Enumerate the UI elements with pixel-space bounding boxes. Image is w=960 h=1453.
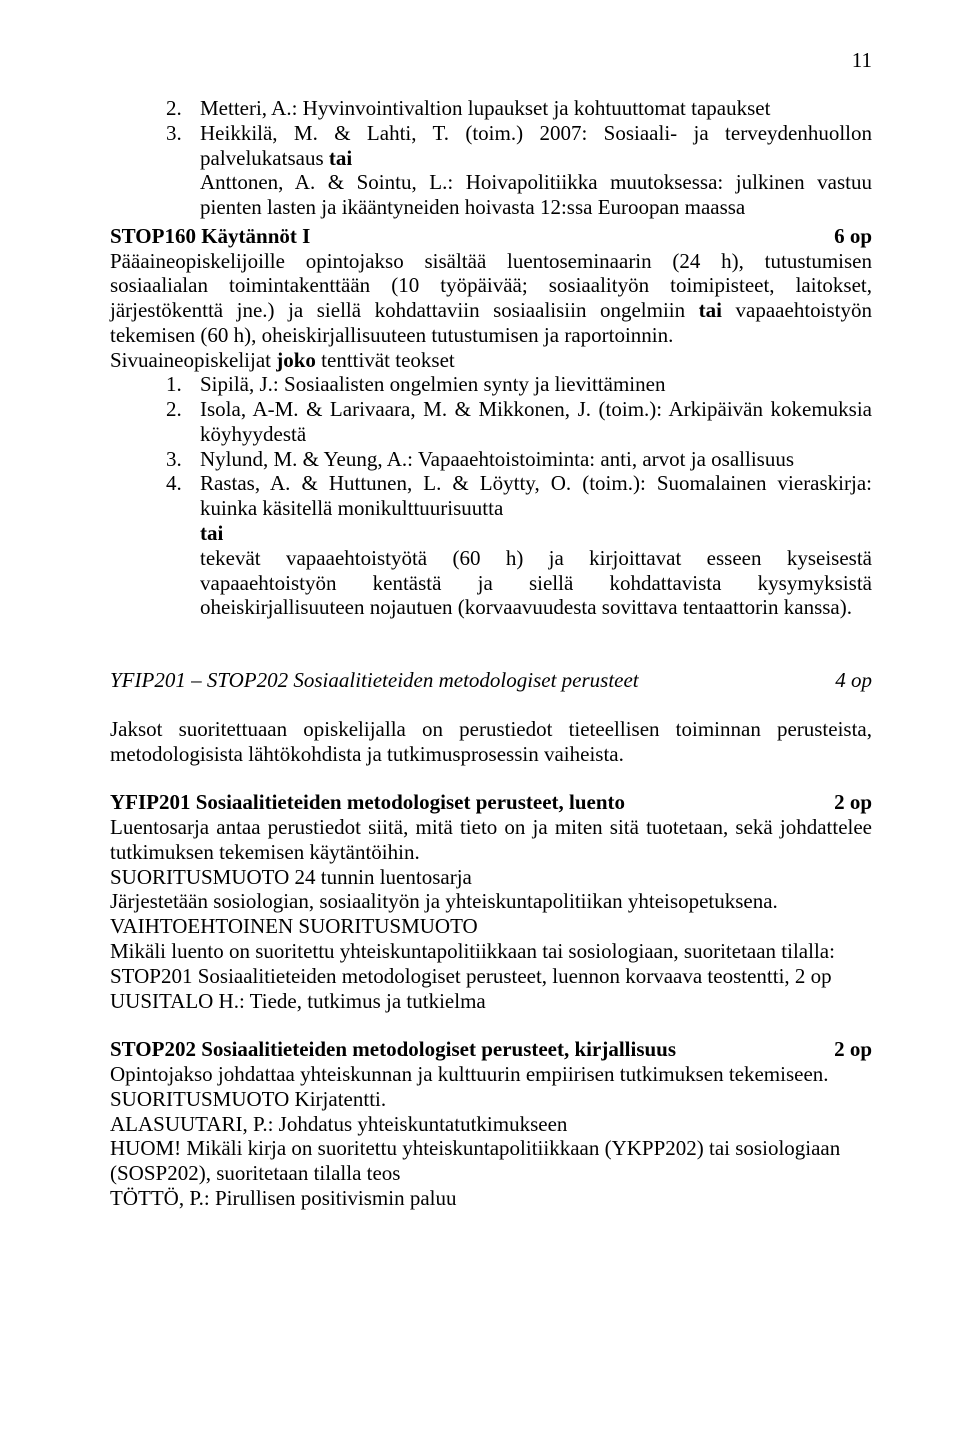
- list-number-empty: [166, 170, 200, 220]
- top-list: 2. Metteri, A.: Hyvinvointivaltion lupau…: [166, 96, 872, 220]
- stop160-heading: STOP160 Käytännöt I 6 op: [110, 224, 872, 249]
- text-line: Mikäli luento on suoritettu yhteiskuntap…: [110, 939, 872, 964]
- list-item: 3. Nylund, M. & Yeung, A.: Vapaaehtoisto…: [166, 447, 872, 472]
- text-line: Luentosarja antaa perustiedot siitä, mit…: [110, 815, 872, 865]
- heading-credits: 2 op: [814, 1037, 872, 1062]
- text-bold: joko: [276, 348, 316, 372]
- text-line: SUORITUSMUOTO Kirjatentti.: [110, 1087, 872, 1112]
- list-number: 3.: [166, 447, 200, 472]
- text-line: SUORITUSMUOTO 24 tunnin luentosarja: [110, 865, 872, 890]
- list-item: 2. Metteri, A.: Hyvinvointivaltion lupau…: [166, 96, 872, 121]
- heading-credits: 4 op: [815, 668, 872, 693]
- text-line: VAIHTOEHTOINEN SUORITUSMUOTO: [110, 914, 872, 939]
- list-text: Isola, A-M. & Larivaara, M. & Mikkonen, …: [200, 397, 872, 447]
- text-run: Sivuaineopiskelijat: [110, 348, 276, 372]
- list-item-continuation: Anttonen, A. & Sointu, L.: Hoivapolitiik…: [166, 170, 872, 220]
- page-number: 11: [852, 48, 872, 73]
- list-number: 2.: [166, 96, 200, 121]
- heading-credits: 2 op: [814, 790, 872, 815]
- text-bold: tai: [329, 146, 352, 170]
- yfip-heading: YFIP201 – STOP202 Sosiaalitieteiden meto…: [110, 668, 872, 693]
- list-text: Nylund, M. & Yeung, A.: Vapaaehtoistoimi…: [200, 447, 872, 472]
- list-text: Metteri, A.: Hyvinvointivaltion lupaukse…: [200, 96, 872, 121]
- text-line: Järjestetään sosiologian, sosiaalityön j…: [110, 889, 872, 914]
- stop202-heading: STOP202 Sosiaalitieteiden metodologiset …: [110, 1037, 872, 1062]
- yfip201-heading: YFIP201 Sosiaalitieteiden metodologiset …: [110, 790, 872, 815]
- text-line: STOP201 Sosiaalitieteiden metodologiset …: [110, 964, 872, 989]
- stop160-body: Pääaineopiskelijoille opintojakso sisält…: [110, 249, 872, 348]
- stop160-sub: Sivuaineopiskelijat joko tenttivät teoks…: [110, 348, 872, 373]
- list-text: Rastas, A. & Huttunen, L. & Löytty, O. (…: [200, 471, 872, 521]
- page: 11 2. Metteri, A.: Hyvinvointivaltion lu…: [0, 0, 960, 1453]
- tai-text: tekevät vapaaehtoistyötä (60 h) ja kirjo…: [200, 546, 872, 620]
- list-number: 2.: [166, 397, 200, 447]
- list-item: 2. Isola, A-M. & Larivaara, M. & Mikkone…: [166, 397, 872, 447]
- list-text: Anttonen, A. & Sointu, L.: Hoivapolitiik…: [200, 170, 872, 220]
- heading-title: STOP202 Sosiaalitieteiden metodologiset …: [110, 1037, 814, 1062]
- text-line: HUOM! Mikäli kirja on suoritettu yhteisk…: [110, 1136, 872, 1186]
- text-line: TÖTTÖ, P.: Pirullisen positivismin paluu: [110, 1186, 872, 1211]
- list-number: 1.: [166, 372, 200, 397]
- text-run: tenttivät teokset: [316, 348, 455, 372]
- list-number: 3.: [166, 121, 200, 171]
- list-number: 4.: [166, 471, 200, 521]
- text-line: UUSITALO H.: Tiede, tutkimus ja tutkielm…: [110, 989, 872, 1014]
- content: 2. Metteri, A.: Hyvinvointivaltion lupau…: [110, 96, 872, 1211]
- list-item: 4. Rastas, A. & Huttunen, L. & Löytty, O…: [166, 471, 872, 521]
- heading-title: YFIP201 – STOP202 Sosiaalitieteiden meto…: [110, 668, 815, 693]
- list-text: Sipilä, J.: Sosiaalisten ongelmien synty…: [200, 372, 872, 397]
- text-bold: tai: [699, 298, 722, 322]
- heading-title: STOP160 Käytännöt I: [110, 224, 814, 249]
- list-item: 1. Sipilä, J.: Sosiaalisten ongelmien sy…: [166, 372, 872, 397]
- text-run: Heikkilä, M. & Lahti, T. (toim.) 2007: S…: [200, 121, 872, 170]
- text-line: Opintojakso johdattaa yhteiskunnan ja ku…: [110, 1062, 872, 1087]
- list-item: 3. Heikkilä, M. & Lahti, T. (toim.) 2007…: [166, 121, 872, 171]
- yfip-intro: Jaksot suoritettuaan opiskelijalla on pe…: [110, 717, 872, 767]
- tai-label: tai: [200, 521, 872, 546]
- heading-credits: 6 op: [814, 224, 872, 249]
- stop160-list: 1. Sipilä, J.: Sosiaalisten ongelmien sy…: [166, 372, 872, 620]
- heading-title: YFIP201 Sosiaalitieteiden metodologiset …: [110, 790, 814, 815]
- text-line: ALASUUTARI, P.: Johdatus yhteiskuntatutk…: [110, 1112, 872, 1137]
- list-text: Heikkilä, M. & Lahti, T. (toim.) 2007: S…: [200, 121, 872, 171]
